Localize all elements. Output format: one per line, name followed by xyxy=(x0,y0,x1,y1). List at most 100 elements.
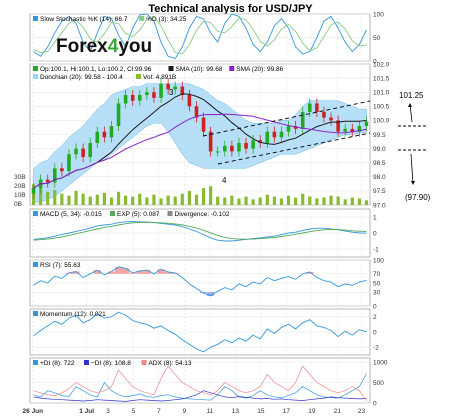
candle-body xyxy=(364,121,369,127)
price-legend-swatch xyxy=(168,66,174,71)
target-down-label: (97.90) xyxy=(405,193,431,202)
rsi-overbought-fill xyxy=(107,271,115,274)
macd-legend-label: MACD (5, 34): -0.015 xyxy=(40,211,102,218)
price-y-tick-label: 97.5 xyxy=(373,188,386,195)
volume-bar xyxy=(145,197,149,205)
volume-bar xyxy=(131,196,135,205)
rsi-overbought-fill xyxy=(143,270,151,274)
candle-body xyxy=(201,117,206,132)
volume-tick-label: 20B xyxy=(14,183,26,190)
volume-tick-label: 30B xyxy=(14,174,26,181)
volume-bar xyxy=(329,195,333,205)
stochastic-y-tick-label: 0 xyxy=(373,58,377,65)
rsi-overbought-fill xyxy=(115,266,123,274)
candle-body xyxy=(322,111,326,118)
candle-body xyxy=(279,131,284,138)
rsi-overbought-fill xyxy=(72,271,80,274)
rsi-legend-swatch xyxy=(33,262,38,267)
volume-bar xyxy=(322,197,326,205)
volume-bar xyxy=(294,197,298,205)
volume-bar xyxy=(336,196,340,205)
rsi-overbought-fill xyxy=(157,269,165,274)
candle-body xyxy=(130,95,135,101)
volume-bar xyxy=(237,198,241,205)
adx-legend-swatch xyxy=(141,360,147,365)
candle-body xyxy=(215,151,220,153)
candle-body xyxy=(286,126,291,132)
macd-legend-swatch xyxy=(110,211,115,216)
candle-body xyxy=(258,140,263,143)
volume-bar xyxy=(251,199,255,205)
axis-labels: 100500102.0101.5101.0100.5100.099.599.09… xyxy=(14,11,390,415)
candle-body xyxy=(74,148,78,155)
x-tick-label: 15 xyxy=(257,408,265,415)
candle-body xyxy=(173,86,178,90)
volume-bar xyxy=(152,194,156,205)
adx-legend-swatch xyxy=(84,360,89,365)
rsi-y-tick-label: 70 xyxy=(373,271,381,278)
adx-y-tick-label: 1000 xyxy=(373,359,388,366)
volume-bar xyxy=(102,192,106,205)
candle-body xyxy=(95,131,100,143)
adx-legend-label: −DI (8): 108.8 xyxy=(91,360,131,367)
price-legend-label: Donchian (20): 99.58 - 100.4 xyxy=(40,74,123,81)
candle-body xyxy=(137,95,142,101)
volume-bar xyxy=(109,197,114,205)
adx-y-tick-label: 500 xyxy=(373,380,384,387)
volume-bar xyxy=(230,195,234,205)
volume-bar xyxy=(315,198,319,205)
price-y-tick-label: 101.0 xyxy=(373,90,390,97)
rsi-legend-label: RSI (7): 55.63 xyxy=(40,262,81,269)
stochastic-legend-label: Slow Stochastic %K (14): 66.7 xyxy=(40,16,128,23)
rsi-oversold-fill xyxy=(207,292,215,296)
macd-legend-swatch xyxy=(167,211,173,216)
volume-bar xyxy=(116,191,121,205)
adx-line xyxy=(33,365,367,402)
stochastic-y-tick-label: 50 xyxy=(373,35,381,42)
volume-tick-label: 0B xyxy=(14,201,22,208)
adx-panel-frame xyxy=(29,357,371,404)
candle-body xyxy=(60,168,64,172)
rsi-y-tick-label: 100 xyxy=(373,257,384,264)
candle-body xyxy=(67,154,71,172)
candle-body xyxy=(45,179,50,183)
x-tick-label: 1 Jul xyxy=(79,408,94,415)
candle-body xyxy=(244,142,248,149)
sma-20-line xyxy=(33,113,367,189)
forex4you-logo: Forex4you xyxy=(56,36,152,57)
chart-title: Technical analysis for USD/JPY xyxy=(148,3,313,15)
candle-body xyxy=(187,95,192,107)
volume-bar xyxy=(81,193,85,205)
candle-body xyxy=(31,188,36,194)
volume-bar xyxy=(350,197,354,205)
candle-body xyxy=(230,145,234,152)
macd-y-tick-label: -1 xyxy=(373,246,379,253)
stochastic-y-tick-label: 100 xyxy=(373,11,384,18)
x-tick-label: 3 xyxy=(106,408,110,415)
rsi-y-tick-label: 50 xyxy=(373,280,381,287)
rsi-overbought-fill xyxy=(136,271,144,274)
stoch-d-line xyxy=(33,16,367,55)
candle-body xyxy=(265,131,270,143)
price-legend-label: SMA (20): 99.86 xyxy=(236,66,283,73)
adx-y-tick-label: 0 xyxy=(373,400,377,407)
volume-bar xyxy=(159,198,163,205)
volume-bar xyxy=(301,193,305,205)
momentum-legend-label: Momentum (12): 0.021 xyxy=(40,311,106,318)
price-legend-label: Vol: 4.891B xyxy=(143,74,176,81)
price-y-tick-label: 98.5 xyxy=(373,160,386,167)
wave-4-label: 4 xyxy=(222,176,227,185)
stochastic-legend-swatch xyxy=(33,16,38,21)
volume-bar xyxy=(265,194,269,205)
volume-bar xyxy=(194,194,199,205)
candle-body xyxy=(194,106,199,118)
adx-legend-label: +DI (8): 722 xyxy=(40,360,75,367)
candle-body xyxy=(116,103,121,127)
candle-body xyxy=(166,83,170,90)
volume-bar xyxy=(46,191,50,205)
candle-body xyxy=(88,142,93,158)
volume-bar xyxy=(180,193,184,205)
adx-legend-label: ADX (8): 54.13 xyxy=(149,360,192,367)
candle-body xyxy=(109,126,114,138)
stoch-k-line xyxy=(33,13,367,60)
